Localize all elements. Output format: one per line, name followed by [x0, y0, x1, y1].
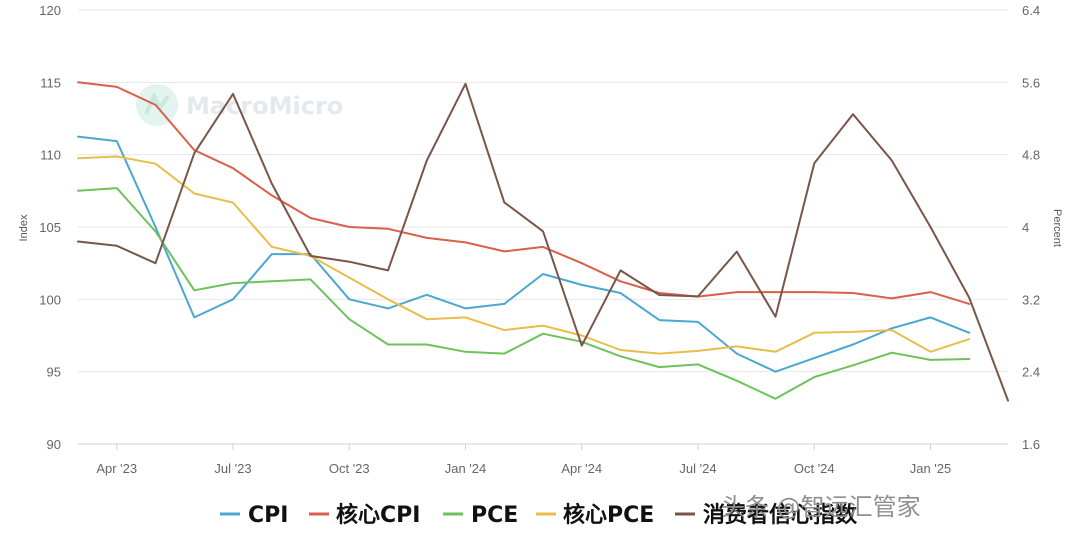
- x-tick-label: Oct '23: [329, 461, 370, 476]
- legend-label-pce: PCE: [471, 503, 518, 528]
- legend-item-core-pce[interactable]: 核心PCE: [536, 502, 654, 528]
- x-tick-label: Jul '23: [214, 461, 251, 476]
- legend-item-core-cpi[interactable]: 核心CPI: [309, 502, 420, 528]
- legend-label-cpi: CPI: [248, 503, 288, 528]
- series-line-cpi[interactable]: [77, 135, 971, 373]
- right-tick-label: 2.4: [1022, 365, 1040, 380]
- left-tick-label: 115: [40, 75, 61, 90]
- watermark: MacroMicro: [136, 84, 343, 126]
- right-tick-label: 3.2: [1022, 292, 1040, 307]
- legend-label-consumer-confidence: 消费者信心指数: [703, 502, 858, 528]
- watermark-text: MacroMicro: [186, 92, 343, 120]
- grid: [78, 9, 1008, 445]
- series-line-consumer-confidence[interactable]: [77, 82, 1009, 402]
- left-axis-title: Index: [18, 214, 30, 241]
- x-tick-label: Apr '23: [96, 461, 137, 476]
- legend-item-consumer-confidence[interactable]: 消费者信心指数: [675, 502, 858, 528]
- source-credit: 头条 @智远汇管家: [721, 493, 921, 521]
- left-tick-label: 95: [47, 365, 61, 380]
- x-tick-label: Oct '24: [794, 461, 835, 476]
- left-tick-label: 105: [39, 220, 61, 235]
- x-tick-label: Jan '24: [445, 461, 487, 476]
- watermark-logo-mark: [144, 91, 170, 115]
- right-tick-label: 5.6: [1022, 75, 1040, 90]
- left-tick-label: 100: [39, 292, 61, 307]
- right-tick-label: 4: [1022, 220, 1029, 235]
- left-tick-label: 90: [47, 437, 61, 452]
- left-tick-label: 110: [40, 148, 61, 163]
- legend-label-core-pce: 核心PCE: [563, 502, 654, 528]
- series-line-core-cpi[interactable]: [77, 81, 971, 305]
- plot-area: [77, 81, 1009, 402]
- x-tick-label: Jul '24: [679, 461, 716, 476]
- x-tick-label: Apr '24: [561, 461, 602, 476]
- axes: 90 1.6 95 2.4 100 3.2 105 4 110 4.8 115 5.6 120 6.4 Ap…: [39, 3, 1040, 476]
- left-tick-label: 120: [39, 3, 61, 18]
- legend-item-cpi[interactable]: CPI: [220, 503, 288, 528]
- right-axis-title: Percent: [1051, 209, 1063, 247]
- right-tick-label: 1.6: [1022, 437, 1040, 452]
- legend-item-pce[interactable]: PCE: [443, 503, 518, 528]
- x-tick-label: Jan '25: [910, 461, 952, 476]
- right-tick-label: 4.8: [1022, 148, 1040, 163]
- series-line-core-pce[interactable]: [77, 155, 971, 355]
- legend-label-core-cpi: 核心CPI: [336, 502, 420, 528]
- legend: CPI 核心CPI PCE 核心PCE 消费者信心指数: [220, 502, 858, 528]
- series-line-pce[interactable]: [77, 187, 971, 400]
- right-tick-label: 6.4: [1022, 3, 1040, 18]
